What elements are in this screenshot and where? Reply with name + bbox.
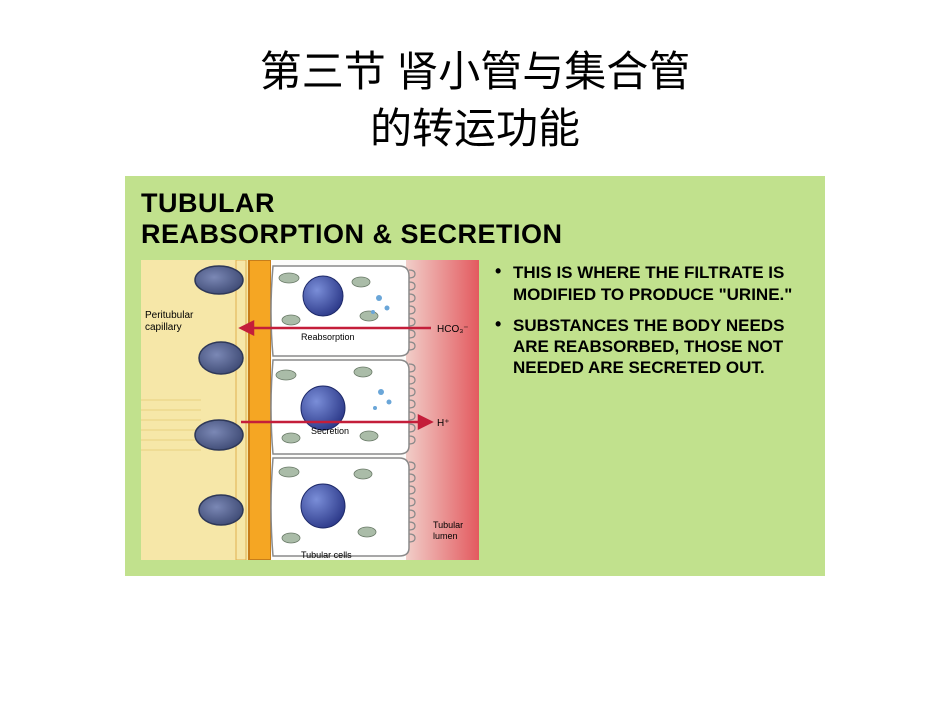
tubular-diagram: Peritubular capillary Reabsorption Secre…: [141, 260, 479, 560]
slide-title: 第三节 肾小管与集合管 的转运功能: [0, 45, 950, 158]
label-h-plus: H⁺: [437, 418, 450, 429]
bullet-dot-icon: •: [495, 315, 513, 379]
bullet-text: SUBSTANCES THE BODY NEEDS ARE REABSORBED…: [513, 315, 809, 379]
bullet-item: • SUBSTANCES THE BODY NEEDS ARE REABSORB…: [495, 315, 809, 379]
bullet-item: • THIS IS WHERE THE FILTRATE IS MODIFIED…: [495, 262, 809, 305]
heading-line-1: TUBULAR: [141, 188, 275, 218]
content-body: Peritubular capillary Reabsorption Secre…: [141, 260, 809, 560]
bullet-text: THIS IS WHERE THE FILTRATE IS MODIFIED T…: [513, 262, 809, 305]
title-line-2: 的转运功能: [370, 107, 580, 153]
label-secretion: Secretion: [311, 426, 349, 436]
label-hco3: HCO₃⁻: [437, 324, 469, 335]
content-box: TUBULAR REABSORPTION & SECRETION: [125, 176, 825, 576]
heading-line-2: REABSORPTION & SECRETION: [141, 219, 563, 249]
slide: 第三节 肾小管与集合管 的转运功能 TUBULAR REABSORPTION &…: [0, 0, 950, 713]
bullet-dot-icon: •: [495, 262, 513, 305]
bullet-list: • THIS IS WHERE THE FILTRATE IS MODIFIED…: [495, 260, 809, 560]
diagram-svg: Peritubular capillary Reabsorption Secre…: [141, 260, 479, 560]
content-heading: TUBULAR REABSORPTION & SECRETION: [141, 188, 809, 250]
label-reabsorption: Reabsorption: [301, 332, 355, 342]
label-tubular-cells: Tubular cells: [301, 550, 352, 560]
title-line-1: 第三节 肾小管与集合管: [260, 50, 691, 96]
